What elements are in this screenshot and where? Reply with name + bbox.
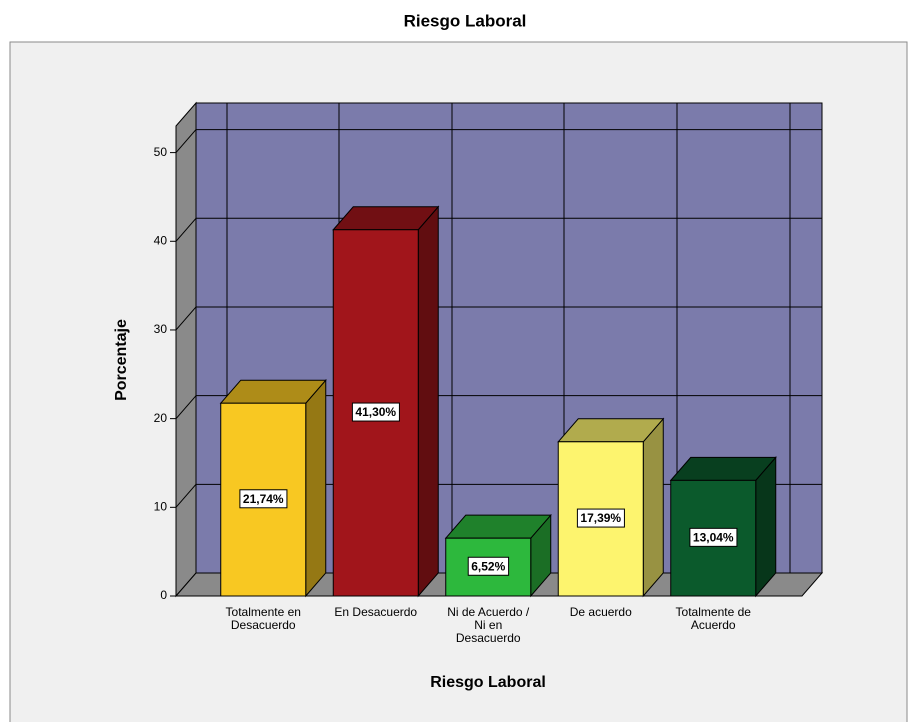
chart-title: Riesgo Laboral bbox=[404, 11, 527, 30]
value-label-text: 13,04% bbox=[693, 530, 734, 544]
value-label-box bbox=[576, 508, 625, 528]
x-tick-label: Totalmente de Acuerdo bbox=[675, 605, 751, 632]
x-tick-label: En Desacuerdo bbox=[334, 605, 418, 619]
y-tick-label: 30 bbox=[154, 322, 168, 336]
grid-line bbox=[175, 217, 197, 242]
grid-line bbox=[175, 129, 197, 153]
left-wall bbox=[175, 101, 197, 598]
value-label: 13,04% bbox=[689, 527, 738, 547]
value-label-box bbox=[689, 527, 738, 547]
value-label-text: 21,74% bbox=[243, 492, 284, 506]
x-axis-title: Riesgo Laboral bbox=[430, 674, 546, 691]
grid-line bbox=[175, 306, 197, 331]
grid-line bbox=[175, 395, 197, 419]
value-label: 21,74% bbox=[239, 489, 288, 509]
bar-side bbox=[305, 378, 327, 598]
value-label-text: 17,39% bbox=[580, 511, 621, 525]
value-label: 17,39% bbox=[576, 508, 625, 528]
bar-side bbox=[642, 417, 664, 598]
y-tick-label: 40 bbox=[154, 233, 168, 247]
y-tick-label: 20 bbox=[154, 411, 168, 425]
y-tick-label: 50 bbox=[154, 145, 168, 159]
x-tick-label: Totalmente en Desacuerdo bbox=[225, 605, 301, 632]
grid-line bbox=[175, 483, 197, 508]
bar-side bbox=[417, 205, 439, 598]
value-label-text: 6,52% bbox=[471, 559, 505, 573]
y-tick-label: 10 bbox=[154, 499, 168, 513]
value-label-box bbox=[239, 489, 288, 509]
y-axis-title: Porcentaje bbox=[113, 319, 130, 401]
y-tick-label: 0 bbox=[160, 588, 167, 602]
x-tick-label: Ni de Acuerdo / Ni en Desacuerdo bbox=[447, 605, 530, 645]
x-tick-label: De acuerdo bbox=[569, 605, 632, 619]
value-label: 6,52% bbox=[467, 556, 510, 576]
value-label-box bbox=[467, 556, 510, 576]
value-label-text: 41,30% bbox=[355, 405, 396, 419]
value-label: 41,30% bbox=[351, 402, 400, 422]
value-label-box bbox=[351, 402, 400, 422]
bar-side bbox=[755, 456, 777, 598]
